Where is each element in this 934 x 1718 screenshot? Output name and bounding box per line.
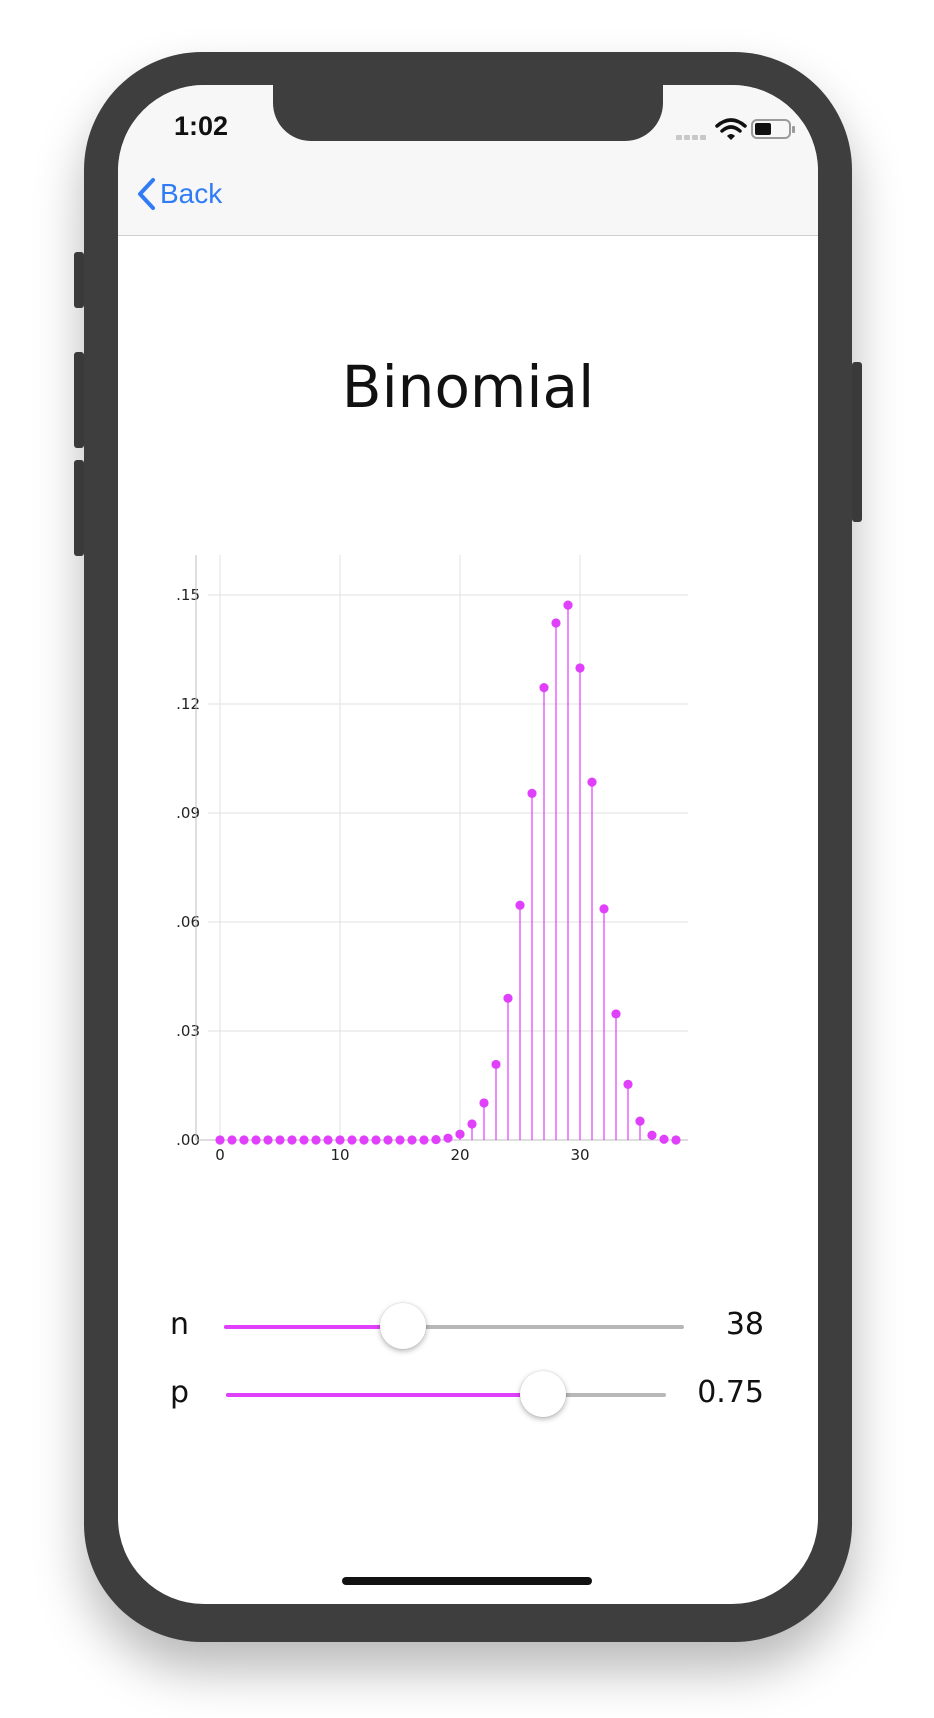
data-point <box>275 1135 285 1145</box>
data-point <box>431 1135 441 1145</box>
mute-switch <box>74 252 84 308</box>
data-point <box>395 1135 405 1145</box>
slider-n-label: n <box>170 1307 190 1342</box>
x-tick-label: 20 <box>450 1146 469 1164</box>
data-point <box>311 1135 321 1145</box>
slider-p-thumb[interactable] <box>519 1371 566 1417</box>
data-point <box>599 904 609 914</box>
slider-n-thumb[interactable] <box>380 1303 427 1349</box>
slider-p-value: 0.75 <box>697 1375 764 1410</box>
y-tick-label: .03 <box>176 1022 200 1040</box>
slider-p-label: p <box>170 1375 190 1410</box>
data-point <box>287 1135 297 1145</box>
y-tick-label: .00 <box>176 1131 200 1149</box>
y-tick-label: .09 <box>176 804 200 822</box>
data-point <box>551 618 561 628</box>
data-point <box>347 1135 357 1145</box>
data-point <box>479 1098 489 1108</box>
data-point <box>563 600 573 610</box>
data-point <box>539 683 549 693</box>
data-point <box>647 1130 657 1140</box>
data-point <box>455 1129 465 1139</box>
screen: 1:02 Back Binomial .00 .03 .06 .09 .12 .15 0 10… <box>118 85 818 1604</box>
data-point <box>443 1133 453 1143</box>
data-point <box>215 1135 225 1145</box>
data-point <box>515 900 525 910</box>
slider-p-track[interactable] <box>226 1371 666 1417</box>
back-button-label: Back <box>160 178 223 209</box>
data-point <box>239 1135 249 1145</box>
slider-n-fill <box>224 1325 404 1329</box>
data-point <box>587 777 597 787</box>
y-tick-label: .12 <box>176 695 200 713</box>
data-point <box>491 1059 501 1070</box>
data-point <box>671 1135 681 1145</box>
notch <box>273 85 663 141</box>
slider-p-row: p 0.75 <box>118 1365 818 1425</box>
x-tick-label: 10 <box>330 1146 349 1164</box>
power-button <box>852 362 862 522</box>
volume-down-button <box>74 460 84 556</box>
x-tick-label: 0 <box>215 1146 225 1164</box>
slider-p-fill <box>226 1393 543 1397</box>
slider-n-track[interactable] <box>224 1303 684 1349</box>
slider-n-row: n 38 <box>118 1297 818 1357</box>
data-point <box>419 1135 429 1145</box>
x-tick-label: 30 <box>570 1146 589 1164</box>
status-time: 1:02 <box>174 111 229 141</box>
data-point <box>383 1135 393 1145</box>
cellular-signal-icon <box>676 135 706 140</box>
data-point <box>527 788 537 798</box>
data-point <box>575 663 585 673</box>
binomial-chart: .00 .03 .06 .09 .12 .15 0 10 20 30 <box>176 555 688 1164</box>
data-point <box>623 1079 633 1090</box>
data-point <box>359 1135 369 1145</box>
data-point <box>323 1135 333 1145</box>
chevron-left-icon <box>138 178 155 210</box>
data-point <box>371 1135 381 1145</box>
data-point <box>611 1009 621 1019</box>
slider-n-value: 38 <box>725 1307 764 1342</box>
data-point <box>635 1116 645 1126</box>
y-tick-label: .06 <box>176 913 200 931</box>
wifi-icon <box>715 118 747 140</box>
data-point <box>251 1135 261 1145</box>
data-point <box>227 1135 237 1145</box>
volume-up-button <box>74 352 84 448</box>
data-point <box>503 993 513 1003</box>
data-point <box>335 1135 345 1145</box>
data-point <box>467 1119 477 1129</box>
page-title: Binomial <box>341 353 595 421</box>
y-tick-label: .15 <box>176 586 200 604</box>
data-point <box>299 1135 309 1145</box>
data-point <box>407 1135 417 1145</box>
data-point <box>659 1134 669 1144</box>
home-indicator[interactable] <box>342 1577 592 1585</box>
data-point <box>263 1135 273 1145</box>
back-button[interactable]: Back <box>136 177 222 211</box>
battery-icon <box>751 119 795 139</box>
